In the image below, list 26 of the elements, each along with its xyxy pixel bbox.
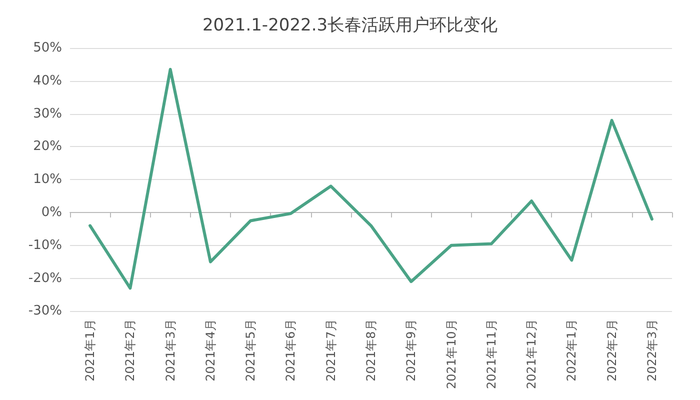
x-tick-label: 2022年3月 bbox=[644, 319, 659, 382]
y-tick-label: 10% bbox=[33, 172, 62, 188]
y-tick-label: 30% bbox=[33, 106, 62, 122]
x-tick-label: 2021年11月 bbox=[484, 319, 498, 390]
line-series bbox=[88, 68, 654, 290]
x-tick-label: 2022年1月 bbox=[564, 319, 579, 382]
x-tick-label: 2021年9月 bbox=[404, 319, 418, 382]
y-tick-label: -30% bbox=[28, 304, 62, 319]
x-tick-label: 2021年2月 bbox=[123, 319, 138, 382]
x-tick-label: 2021年3月 bbox=[163, 319, 178, 382]
x-tick-label: 2021年10月 bbox=[444, 319, 458, 390]
x-tick-label: 2021年1月 bbox=[83, 319, 98, 382]
y-tick-label: 40% bbox=[33, 73, 62, 88]
x-tick-label: 2021年8月 bbox=[364, 319, 378, 382]
y-tick-label: -10% bbox=[28, 238, 62, 253]
y-tick-label: 50% bbox=[33, 40, 62, 56]
y-tick-label: 0% bbox=[41, 204, 62, 220]
x-tick-label: 2022年2月 bbox=[604, 319, 619, 382]
x-tick-label: 2021年4月 bbox=[203, 319, 218, 382]
x-tick-label: 2021年6月 bbox=[284, 319, 298, 382]
y-tick-label: -20% bbox=[28, 270, 62, 286]
x-tick-label: 2021年12月 bbox=[524, 319, 539, 390]
x-tick-label: 2021年7月 bbox=[324, 319, 338, 382]
x-tick-label: 2021年5月 bbox=[244, 319, 258, 382]
y-tick-label: 20% bbox=[33, 139, 62, 154]
chart-title: 2021.1-2022.3长春活跃用户环比变化 bbox=[202, 16, 498, 36]
